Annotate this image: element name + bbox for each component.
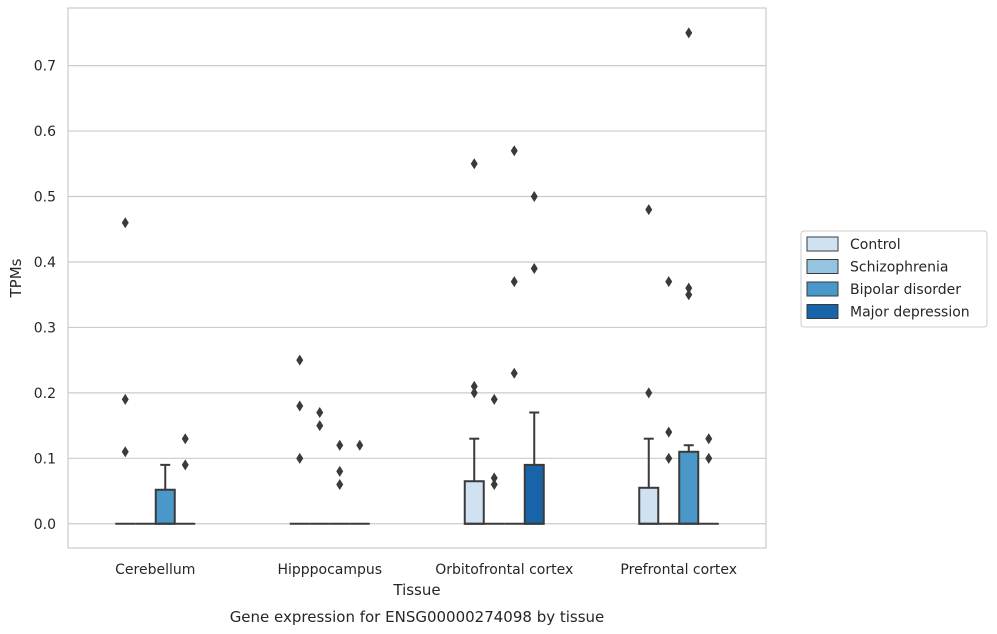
outlier-point <box>705 433 713 445</box>
box-3-1 <box>154 463 176 525</box>
box-1-2 <box>289 354 310 525</box>
box-1-1 <box>115 217 136 525</box>
box-2-3 <box>484 393 505 525</box>
x-tick-label: Cerebellum <box>115 562 195 578</box>
legend-swatch <box>806 304 839 319</box>
legend: Control Schizophrenia Bipolar disorder Majo… <box>800 230 988 328</box>
outlier-point <box>665 452 673 464</box>
box-4-2 <box>349 439 370 525</box>
outlier-point <box>685 282 693 294</box>
outlier-point <box>470 380 478 392</box>
box-body <box>154 488 176 525</box>
outlier-point <box>705 452 713 464</box>
box-body <box>523 463 545 525</box>
y-tick-labels: 0.0 0.1 0.2 0.3 0.4 0.5 0.6 0.7 <box>34 59 56 533</box>
y-axis-label: TPMs <box>7 258 25 298</box>
x-tick-labels: Cerebellum Hipppocampus Orbitofrontal cort… <box>115 562 737 578</box>
outlier-point <box>685 27 693 39</box>
box-1-3 <box>463 158 485 525</box>
outlier-point <box>490 393 498 405</box>
y-tick-label: 0.5 <box>34 190 56 206</box>
box-groups <box>115 27 719 525</box>
box-3-3 <box>504 145 525 525</box>
box-4-3 <box>523 191 545 525</box>
y-tick-label: 0.0 <box>34 517 56 533</box>
outlier-point <box>510 145 518 157</box>
box-4-1 <box>175 433 196 525</box>
outlier-point <box>665 276 673 288</box>
box-2-2 <box>309 407 330 525</box>
legend-frame <box>800 230 988 328</box>
outlier-point <box>356 439 364 451</box>
x-tick-label: Prefrontal cortex <box>620 562 737 578</box>
outlier-point <box>510 367 518 379</box>
outlier-point <box>490 479 498 491</box>
plot-frame <box>67 7 767 549</box>
chart-caption: Gene expression for ENSG00000274098 by t… <box>230 608 605 626</box>
box-3-2 <box>329 439 350 525</box>
legend-swatch <box>806 236 839 252</box>
outlier-point <box>121 393 129 405</box>
x-tick-label: Hipppocampus <box>277 562 382 578</box>
legend-swatch <box>806 281 839 297</box>
y-gridlines <box>68 64 766 525</box>
outlier-point <box>645 204 653 216</box>
y-tick-label: 0.3 <box>34 320 56 336</box>
legend-swatch <box>806 259 839 274</box>
box-3-4 <box>678 27 700 525</box>
legend-entry: Schizophrenia <box>850 260 948 276</box>
box-4-4 <box>698 433 719 525</box>
box-1-4 <box>638 204 660 525</box>
legend-entry: Major depression <box>850 305 970 321</box>
y-tick-label: 0.2 <box>34 386 56 402</box>
outlier-point <box>685 289 693 301</box>
outlier-point <box>490 472 498 484</box>
outlier-point <box>316 407 324 419</box>
outlier-point <box>181 459 189 471</box>
y-tick-label: 0.7 <box>34 59 56 75</box>
outlier-point <box>296 354 304 366</box>
y-tick-label: 0.4 <box>34 255 56 271</box>
outlier-point <box>121 446 129 458</box>
legend-entry: Bipolar disorder <box>850 282 961 298</box>
plot-area <box>68 8 766 548</box>
outlier-point <box>530 263 538 275</box>
outlier-point <box>296 400 304 412</box>
outlier-point <box>336 479 344 491</box>
box-2-4 <box>658 276 679 525</box>
outlier-point <box>296 452 304 464</box>
legend-entry: Control <box>850 237 901 253</box>
outlier-point <box>470 387 478 399</box>
outlier-point <box>336 465 344 477</box>
outlier-point <box>181 433 189 445</box>
x-axis-label: Tissue <box>392 581 440 599</box>
x-tick-label: Orbitofrontal cortex <box>435 562 573 578</box>
box-body <box>638 486 660 525</box>
outlier-point <box>510 276 518 288</box>
outlier-point <box>470 158 478 170</box>
box-body <box>678 450 700 525</box>
outlier-point <box>121 217 129 229</box>
outlier-point <box>665 426 673 438</box>
box-body <box>463 480 485 525</box>
outlier-point <box>336 439 344 451</box>
outlier-point <box>316 420 324 432</box>
outlier-point <box>645 387 653 399</box>
outlier-point <box>530 191 538 203</box>
y-tick-label: 0.6 <box>34 124 56 140</box>
y-tick-label: 0.1 <box>34 451 56 467</box>
